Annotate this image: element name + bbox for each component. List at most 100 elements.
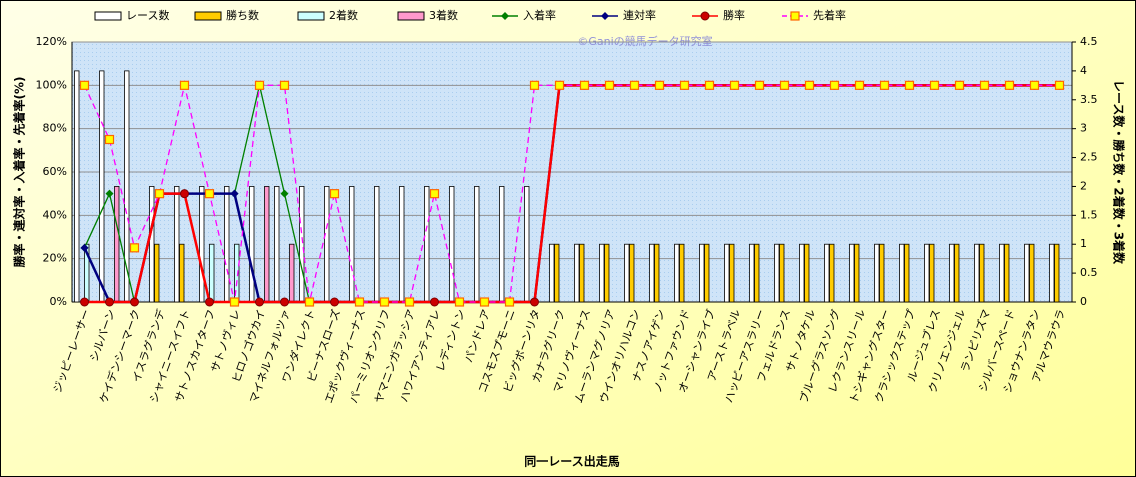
bar	[289, 243, 295, 303]
bar	[224, 186, 230, 303]
bar	[754, 243, 760, 303]
bar	[599, 243, 605, 303]
bar	[979, 243, 985, 303]
bar	[274, 186, 280, 303]
marker	[80, 297, 89, 307]
y2-tick-label: 2	[1080, 179, 1087, 192]
marker	[179, 80, 190, 90]
bar	[349, 186, 355, 303]
bar	[74, 70, 80, 303]
bar	[154, 243, 160, 303]
y2-tick-label: 3	[1080, 122, 1087, 135]
marker	[804, 80, 815, 90]
bar	[624, 243, 630, 303]
marker	[304, 297, 315, 307]
marker	[579, 80, 590, 90]
legend-label: 勝ち数	[226, 8, 259, 22]
marker	[129, 243, 140, 253]
bar	[264, 186, 270, 303]
bar	[904, 243, 910, 303]
marker	[829, 80, 840, 90]
legend-marker	[790, 11, 800, 21]
marker	[379, 297, 390, 307]
marker	[679, 80, 690, 90]
bar	[524, 186, 530, 303]
marker	[105, 297, 114, 307]
legend-label: 連対率	[623, 8, 656, 22]
bar	[299, 186, 305, 303]
legend-swatch	[397, 11, 425, 21]
bar	[924, 243, 930, 303]
line	[83, 84, 1060, 303]
marker	[229, 297, 240, 307]
marker	[105, 189, 114, 198]
marker	[1004, 80, 1015, 90]
bar	[724, 243, 730, 303]
y-tick-label: 120%	[36, 35, 67, 48]
bar	[779, 243, 785, 303]
legend-label: レース数	[126, 9, 169, 22]
bar	[699, 243, 705, 303]
legend-label: 2着数	[329, 8, 358, 22]
legend-marker	[601, 12, 609, 20]
y-tick-label: 100%	[36, 78, 67, 91]
bar	[674, 243, 680, 303]
marker	[330, 297, 339, 307]
marker	[79, 80, 90, 90]
y2-tick-label: 2.5	[1080, 151, 1098, 164]
bar	[324, 186, 330, 303]
bar	[849, 243, 855, 303]
marker	[255, 297, 264, 307]
bar	[1049, 243, 1055, 303]
y2-tick-label: 0.5	[1080, 266, 1098, 279]
y2-tick-label: 1	[1080, 237, 1087, 250]
marker	[204, 189, 215, 199]
x-axis-title: 同一レース出走馬	[524, 454, 619, 469]
marker	[254, 80, 265, 90]
marker	[879, 80, 890, 90]
marker	[1054, 80, 1065, 90]
bar	[249, 186, 255, 303]
legend-swatch	[194, 11, 222, 21]
marker	[629, 80, 640, 90]
legend-swatch	[297, 11, 325, 21]
marker	[854, 80, 865, 90]
legend-label: 3着数	[429, 8, 458, 22]
marker	[754, 80, 765, 90]
bar	[499, 186, 505, 303]
bar	[474, 186, 480, 303]
bar	[1054, 243, 1060, 303]
marker	[429, 189, 440, 199]
bar	[704, 243, 710, 303]
bar	[629, 243, 635, 303]
marker	[779, 80, 790, 90]
y2-tick-label: 4.5	[1080, 35, 1098, 48]
bar	[174, 186, 180, 303]
bar	[929, 243, 935, 303]
y-tick-label: 40%	[43, 208, 67, 221]
marker	[230, 189, 239, 198]
marker	[130, 297, 139, 307]
y-tick-label: 0%	[50, 295, 67, 308]
marker	[430, 297, 439, 307]
bar	[424, 186, 430, 303]
marker	[205, 297, 214, 307]
marker	[704, 80, 715, 90]
bar	[579, 243, 585, 303]
marker	[554, 80, 565, 90]
marker	[504, 297, 515, 307]
bar	[899, 243, 905, 303]
bar	[879, 243, 885, 303]
bar	[1029, 243, 1035, 303]
bar	[954, 243, 960, 303]
bar	[804, 243, 810, 303]
y2-tick-label: 0	[1080, 295, 1087, 308]
y-tick-label: 20%	[43, 252, 67, 265]
marker	[530, 297, 539, 307]
y2-tick-label: 3.5	[1080, 93, 1098, 106]
marker	[529, 80, 540, 90]
bar	[1024, 243, 1030, 303]
bar	[99, 70, 105, 303]
bar	[799, 243, 805, 303]
